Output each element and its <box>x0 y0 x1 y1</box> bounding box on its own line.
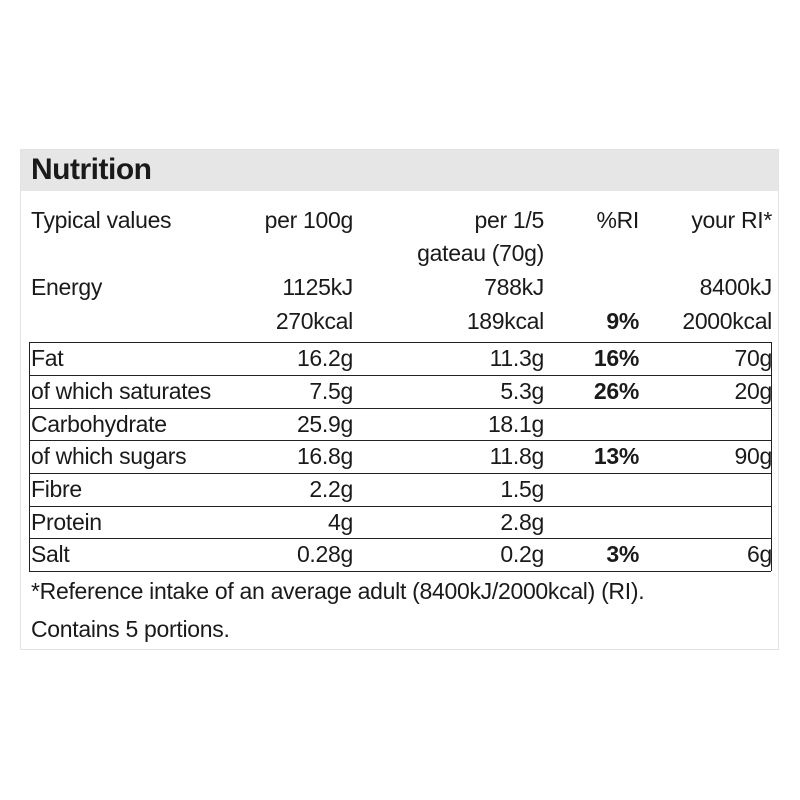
carbohydrate-per-portion: 18.1g <box>487 411 544 437</box>
row-divider <box>29 571 771 572</box>
energy-your-ri-kcal: 2000kcal <box>682 308 772 334</box>
row-divider <box>29 375 771 376</box>
energy-kcal-per-100g: 270kcal <box>275 308 353 334</box>
sugars-per-portion: 11.8g <box>489 443 545 469</box>
row-divider <box>29 506 771 507</box>
sugars-percent-ri: 13% <box>593 443 639 469</box>
fat-per-portion: 11.3g <box>489 345 545 371</box>
energy-kj-per-100g: 1125kJ <box>282 274 353 300</box>
protein-per-100g: 4g <box>328 509 353 535</box>
row-divider <box>29 408 771 409</box>
fat-your-ri: 70g <box>734 345 773 371</box>
sugars-your-ri: 90g <box>734 443 773 469</box>
header-typical-values: Typical values <box>31 207 172 233</box>
table-left-border <box>29 342 30 571</box>
carbohydrate-per-100g: 25.9g <box>296 411 353 437</box>
nutrition-panel: Nutrition Typical values per 100g per 1/… <box>20 149 779 650</box>
row-label-fibre: Fibre <box>31 476 82 502</box>
row-label-sugars: of which sugars <box>31 443 187 469</box>
fibre-per-portion: 1.5g <box>500 476 544 502</box>
header-per-portion-line1: per 1/5 <box>474 207 544 233</box>
title-bar: Nutrition <box>21 150 778 191</box>
portions-note: Contains 5 portions. <box>31 616 230 642</box>
row-label-fat: Fat <box>31 345 64 371</box>
header-your-ri: your RI* <box>691 207 772 233</box>
saturates-your-ri: 20g <box>734 378 773 404</box>
salt-per-100g: 0.28g <box>296 541 353 567</box>
header-per-100g: per 100g <box>264 207 354 233</box>
energy-label: Energy <box>31 274 103 300</box>
reference-intake-footnote: *Reference intake of an average adult (8… <box>31 578 645 604</box>
saturates-percent-ri: 26% <box>593 378 639 404</box>
header-percent-ri: %RI <box>596 207 639 233</box>
row-label-protein: Protein <box>31 509 102 535</box>
row-divider <box>29 342 771 343</box>
saturates-per-portion: 5.3g <box>500 378 544 404</box>
salt-per-portion: 0.2g <box>500 541 544 567</box>
row-label-saturates: of which saturates <box>31 378 211 404</box>
row-divider <box>29 440 771 441</box>
fibre-per-100g: 2.2g <box>309 476 353 502</box>
row-label-carbohydrate: Carbohydrate <box>31 411 167 437</box>
table-right-border <box>771 342 772 571</box>
salt-percent-ri: 3% <box>606 541 639 567</box>
header-per-portion-line2: gateau (70g) <box>417 240 544 266</box>
row-divider <box>29 473 771 474</box>
fat-percent-ri: 16% <box>593 345 639 371</box>
fat-per-100g: 16.2g <box>296 345 353 371</box>
protein-per-portion: 2.8g <box>500 509 544 535</box>
energy-kcal-per-portion: 189kcal <box>466 308 544 334</box>
energy-percent-ri: 9% <box>606 308 639 334</box>
row-label-salt: Salt <box>31 541 70 567</box>
row-divider <box>29 538 771 539</box>
sugars-per-100g: 16.8g <box>296 443 353 469</box>
energy-your-ri-kj: 8400kJ <box>699 274 773 300</box>
saturates-per-100g: 7.5g <box>309 378 353 404</box>
nutrition-title: Nutrition <box>31 153 152 186</box>
salt-your-ri: 6g <box>747 541 772 567</box>
energy-kj-per-portion: 788kJ <box>484 274 544 300</box>
